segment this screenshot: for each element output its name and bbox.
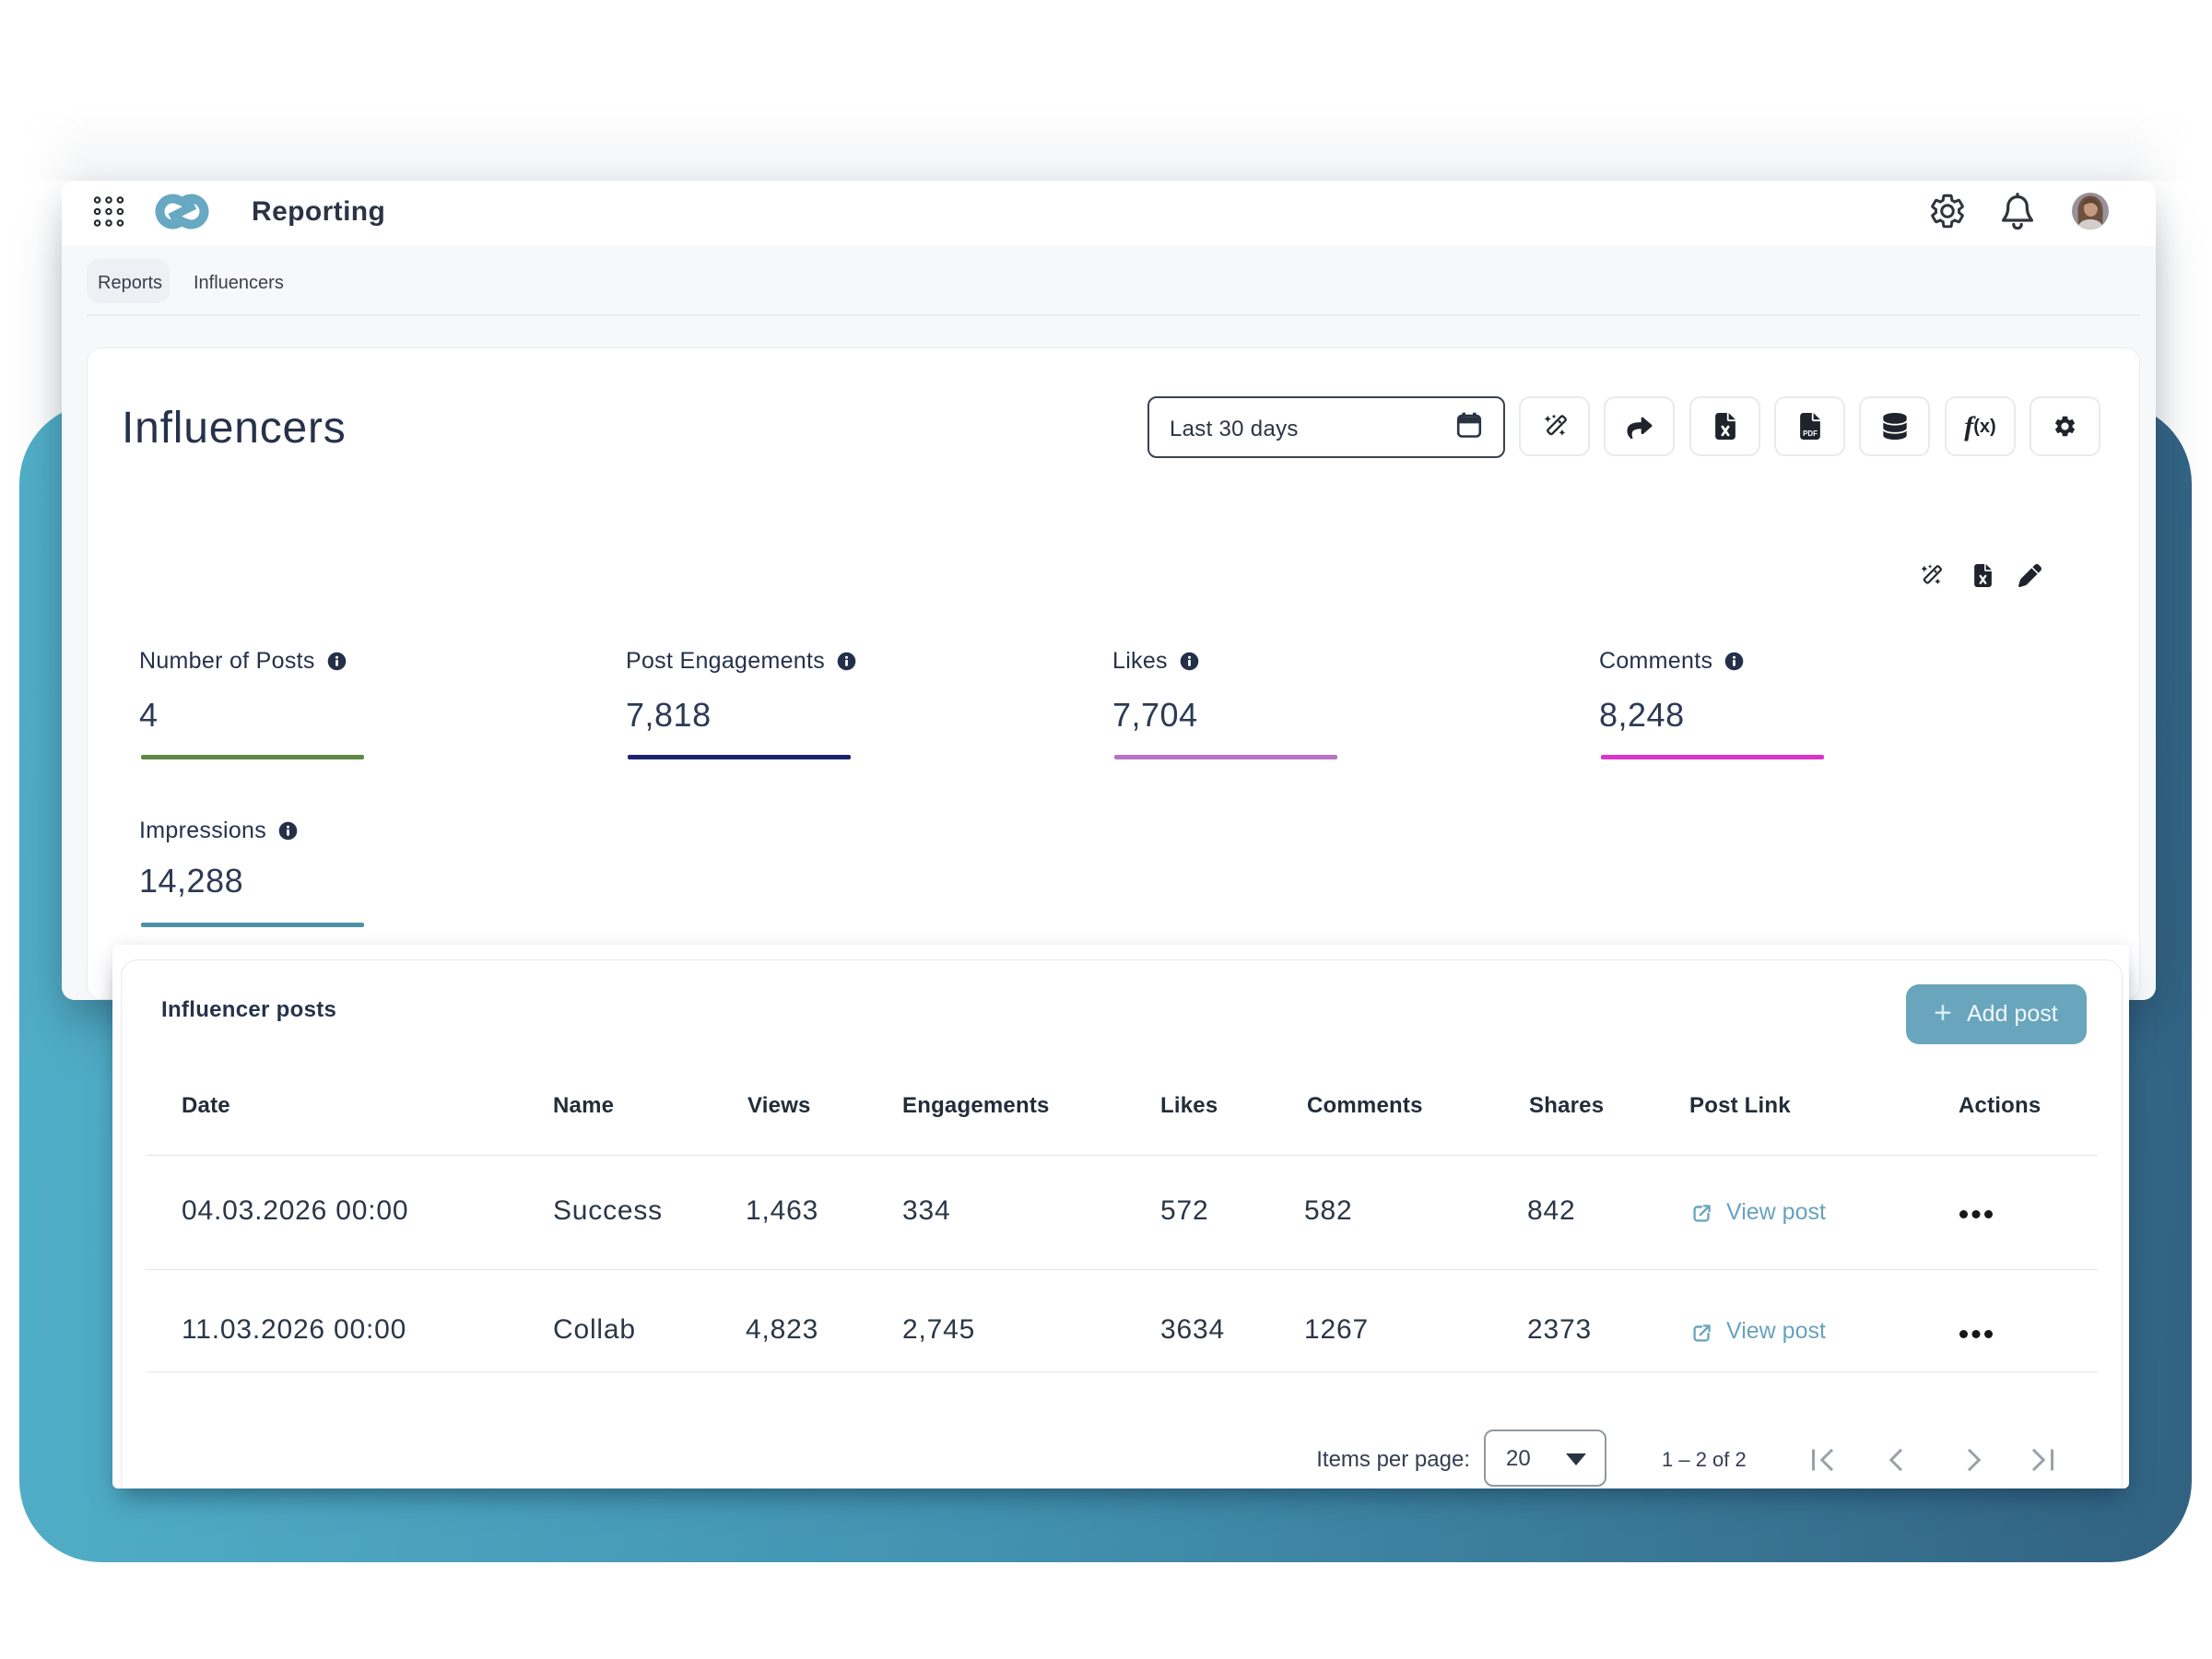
svg-text:PDF: PDF <box>1803 429 1818 438</box>
